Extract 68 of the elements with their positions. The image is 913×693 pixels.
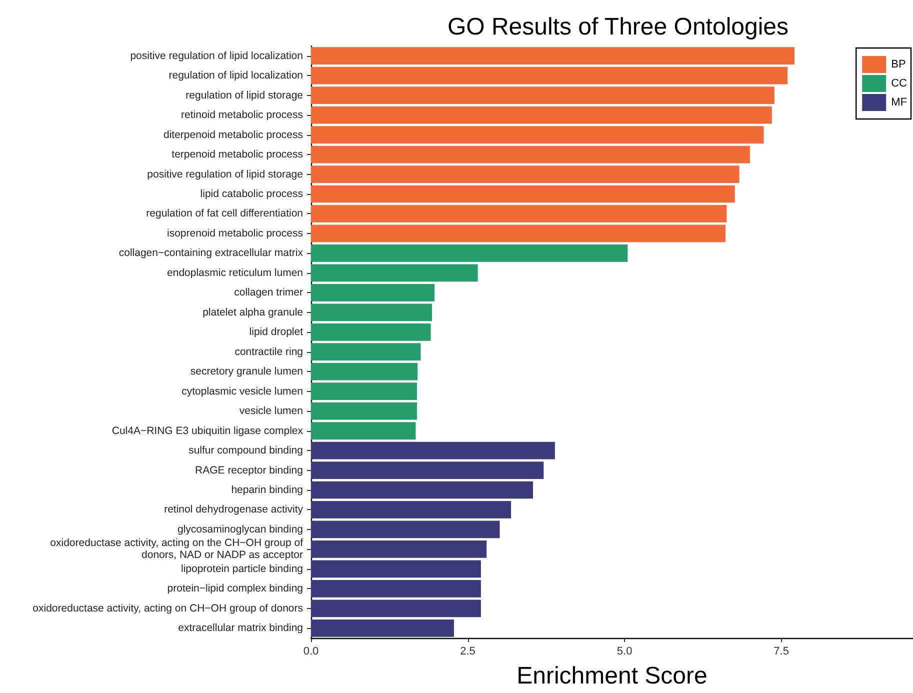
y-tick-label: RAGE receptor binding: [195, 464, 304, 476]
bar: [311, 185, 735, 203]
bar: [311, 520, 500, 538]
x-tick-label: 7.5: [774, 646, 789, 658]
legend-label: BP: [891, 58, 906, 70]
y-tick-label: vesicle lumen: [239, 405, 304, 418]
y-tick-label: secretory granule lumen: [190, 366, 304, 378]
y-tick-label: retinol dehydrogenase activity: [164, 504, 304, 516]
bar: [311, 66, 788, 84]
y-tick-label: collagen−containing extracellular matrix: [118, 247, 304, 260]
y-tick-label: positive regulation of lipid localization: [130, 50, 304, 62]
bar: [311, 323, 431, 341]
y-tick-label: lipoprotein particle binding: [181, 562, 304, 575]
y-tick-label: retinoid metabolic process: [181, 109, 303, 122]
y-tick-label: endoplasmic reticulum lumen: [167, 266, 304, 279]
y-tick-label: isoprenoid metabolic process: [167, 227, 303, 240]
bar: [311, 86, 774, 104]
x-tick-label: 5.0: [616, 646, 632, 658]
y-tick-label: lipid droplet: [249, 326, 304, 338]
bar: [311, 205, 727, 222]
bar: [311, 264, 478, 282]
y-tick-label: regulation of fat cell differentiation: [146, 208, 304, 220]
bar: [311, 442, 555, 460]
bar: [311, 146, 750, 164]
x-tick-label: 0.0: [303, 646, 319, 658]
y-tick-label: platelet alpha granule: [202, 306, 304, 318]
bar: [311, 580, 481, 598]
y-tick-label: sulfur compound binding: [188, 444, 304, 457]
bar: [311, 224, 726, 242]
bar: [311, 619, 454, 637]
y-tick-label: positive regulation of lipid storage: [147, 168, 304, 180]
bar: [311, 343, 421, 361]
bar: [311, 126, 764, 144]
y-tick-label: extracellular matrix binding: [178, 622, 304, 634]
bar: [311, 47, 794, 65]
bar: [311, 462, 544, 479]
bar: [311, 284, 435, 302]
y-tick-label: protein−lipid complex binding: [167, 582, 304, 595]
bar: [311, 402, 417, 420]
bar: [311, 481, 533, 499]
y-tick-label: diterpenoid metabolic process: [164, 128, 303, 141]
y-tick-label: regulation of lipid localization: [168, 70, 304, 82]
y-tick-label: collagen trimer: [234, 286, 304, 299]
bar: [311, 304, 432, 322]
bar: [311, 362, 418, 380]
x-axis-title: Enrichment Score: [516, 662, 708, 690]
y-tick-label: lipid catabolic process: [200, 188, 303, 200]
y-tick-label: heparin binding: [231, 484, 304, 496]
bar: [311, 166, 740, 183]
bar: [311, 540, 487, 558]
bar: [311, 244, 628, 262]
y-tick-label: oxidoreductase activity, acting on CH−OH group of donors: [32, 602, 303, 614]
bar: [311, 501, 512, 518]
bar: [311, 422, 416, 440]
y-tick-label: terpenoid metabolic process: [172, 148, 303, 161]
bar: [311, 600, 481, 618]
y-tick-label: glycosaminoglycan binding: [178, 523, 304, 536]
chart-title: GO Results of Three Ontologies: [447, 14, 789, 40]
legend-label: MF: [891, 96, 908, 108]
bar: [311, 560, 481, 578]
y-tick-label: cytoplasmic vesicle lumen: [182, 385, 304, 398]
y-tick-label: Cul4A−RING E3 ubiquitin ligase complex: [112, 424, 304, 437]
x-tick-label: 2.5: [460, 646, 476, 658]
y-tick-label: contractile ring: [234, 346, 304, 358]
bar: [311, 382, 417, 400]
y-tick-label: regulation of lipid storage: [186, 89, 304, 102]
bar: [311, 106, 772, 124]
legend-label: CC: [891, 78, 908, 90]
